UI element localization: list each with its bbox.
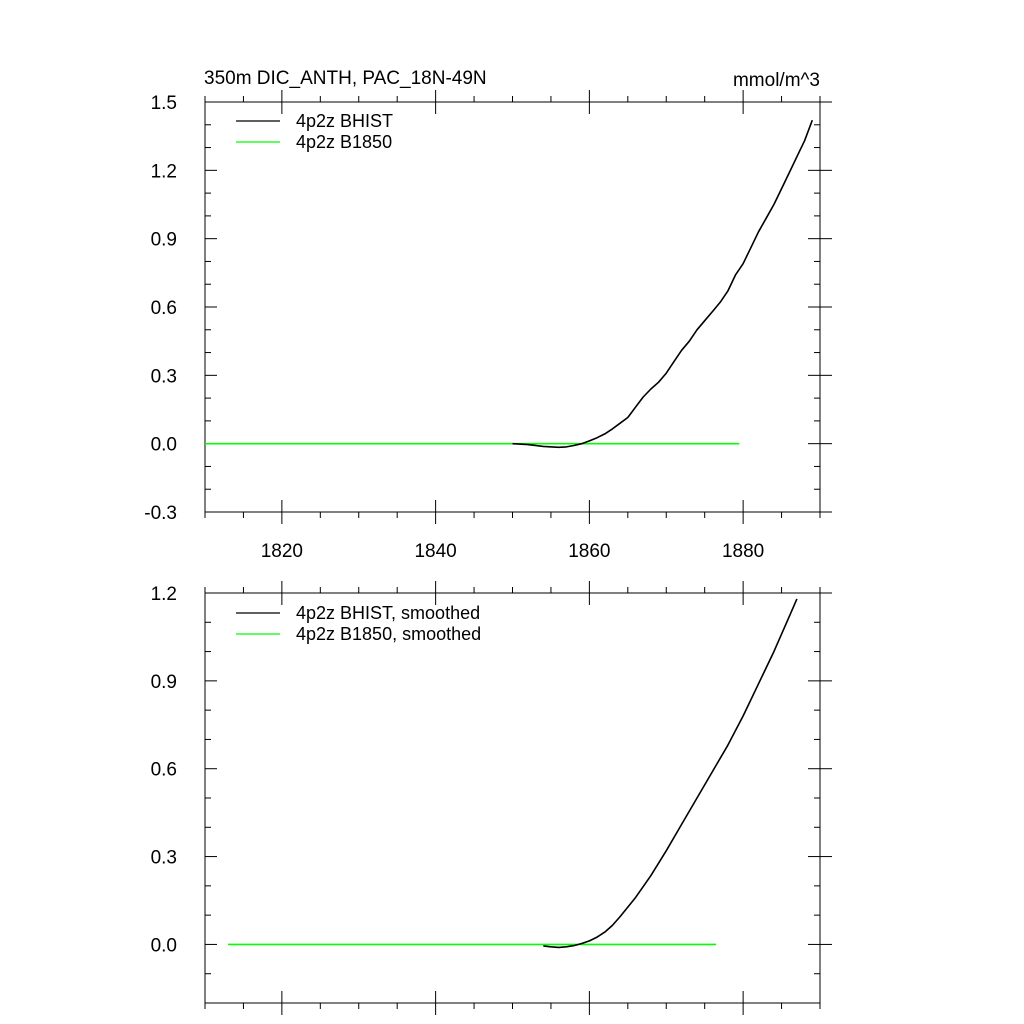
y-tick-label: 0.6: [151, 298, 177, 319]
y-tick-label: 0.3: [151, 848, 177, 869]
chart-title: 350m DIC_ANTH, PAC_18N-49N: [204, 68, 487, 89]
y-tick-label: 0.3: [151, 366, 177, 387]
legend-label-b1850-smoothed: 4p2z B1850, smoothed: [296, 624, 481, 644]
legend-bottom: 4p2z BHIST, smoothed 4p2z B1850, smoothe…: [236, 603, 481, 644]
x-tick-label: 1860: [568, 541, 610, 562]
y-tick-label: 0.9: [151, 230, 177, 251]
x-tick-label: 1820: [261, 541, 303, 562]
y-tick-label: 1.2: [151, 584, 177, 605]
y-tick-label: 0.0: [151, 935, 177, 956]
x-tick-label: 1840: [414, 541, 456, 562]
series-line-bhist: [543, 598, 798, 949]
legend-label-b1850: 4p2z B1850: [296, 132, 392, 152]
plot-panel-bottom: 0.0 0.3 0.6 0.9 1.2: [151, 581, 832, 1015]
plot-frame: [204, 592, 821, 1004]
y-tick-label: 0.9: [151, 672, 177, 693]
y-tick-label: 0.0: [151, 435, 177, 456]
series-line-bhist: [512, 119, 814, 449]
legend-top: 4p2z BHIST 4p2z B1850: [236, 111, 393, 152]
plot-frame: [204, 101, 821, 513]
y-tick-label: 0.6: [151, 760, 177, 781]
y-tick-label: -0.3: [144, 503, 177, 524]
units-label: mmol/m^3: [733, 70, 820, 91]
y-tick-label: 1.5: [151, 93, 177, 114]
x-tick-label: 1880: [722, 541, 764, 562]
plot-panel-top: 1820 1840 1860 1880 -0.3 0.0 0.3 0.6 0.9 1.2 1.5: [144, 90, 832, 562]
y-tick-label: 1.2: [151, 161, 177, 182]
legend-label-bhist: 4p2z BHIST: [296, 111, 393, 131]
legend-label-bhist-smoothed: 4p2z BHIST, smoothed: [296, 603, 480, 623]
